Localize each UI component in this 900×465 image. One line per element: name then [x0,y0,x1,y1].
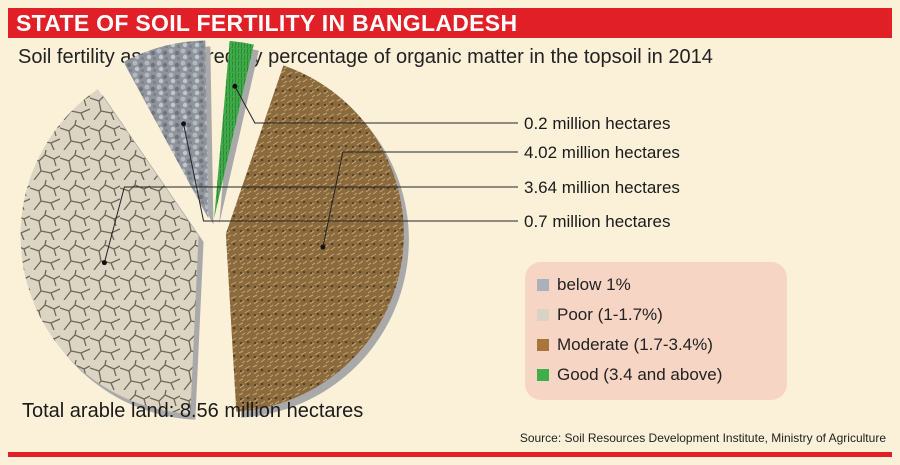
total-arable-land: Total arable land: 8.56 million hectares [22,400,364,422]
legend-label-poor: Poor (1-1.7%) [557,305,663,324]
legend-swatch-poor [537,309,549,321]
footer-bar [8,452,892,457]
legend-label-below-1: below 1% [557,275,631,294]
leader-line-moderate [322,151,518,248]
legend-swatch-good [537,369,549,381]
slice-label-good: 0.2 million hectares [524,114,670,133]
leader-line-poor [103,186,518,263]
leader-dot-moderate [320,244,326,250]
leader-dot-good [232,83,238,89]
slice-label-below-1: 0.7 million hectares [524,212,670,231]
leader-lines: 0.2 million hectares 4.02 million hectare… [101,83,680,266]
pie-slice-shadow-good [219,46,259,225]
legend-label-moderate: Moderate (1.7-3.4%) [557,335,713,354]
pie-slice-moderate [225,65,404,412]
pie-group [20,40,409,420]
legend-item-good: Good (3.4 and above) [537,364,722,386]
legend-swatch-below-1 [537,279,549,291]
leader-line-below-1 [183,123,518,222]
header-bar [8,8,892,38]
leader-dot-below-1 [181,121,187,127]
source-note: Source: Soil Resources Development Insti… [519,431,886,445]
pie-slice-poor [20,89,199,414]
pie-slice-below-1 [123,40,209,219]
pie-slice-good [214,40,254,219]
slice-label-moderate: 4.02 million hectares [524,143,680,162]
chart-title: STATE OF SOIL FERTILITY IN BANGLADESH [16,10,518,36]
legend-label-good: Good (3.4 and above) [557,365,723,384]
legend-swatch-moderate [537,339,549,351]
legend-item-moderate: Moderate (1.7-3.4%) [537,334,713,356]
legend-item-below-1: below 1% [537,274,631,296]
slice-label-poor: 3.64 million hectares [524,178,680,197]
legend: below 1% Poor (1-1.7%) Moderate (1.7-3.4… [525,262,787,400]
legend-item-poor: Poor (1-1.7%) [537,304,663,326]
leader-line-good [234,86,518,124]
leader-dot-poor [101,260,107,266]
